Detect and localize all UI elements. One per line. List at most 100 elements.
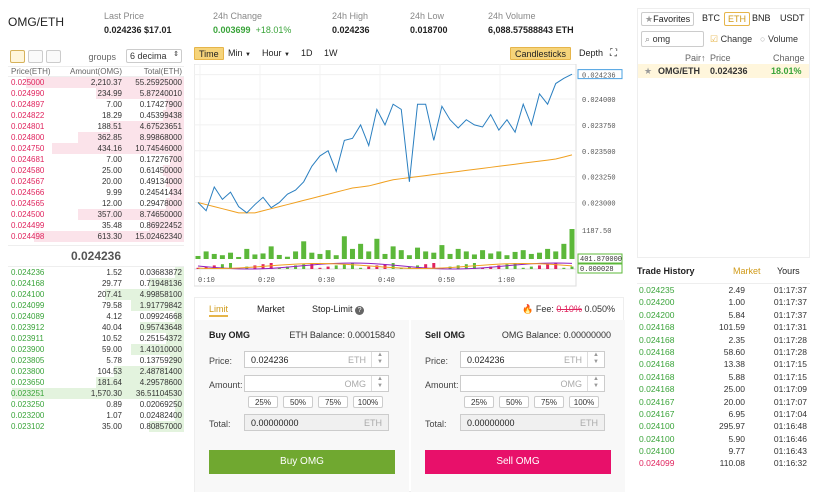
tab-time[interactable]: Time [194, 47, 224, 60]
row-total: 0.17276700 [139, 155, 182, 164]
orderbook-row[interactable]: 0.024499 35.48 0.86922452 [8, 220, 184, 231]
orderbook-row[interactable]: 0.024500 357.00 8.74650000 [8, 209, 184, 220]
row-total: 0.03683872 [139, 268, 182, 277]
book-bids-icon[interactable] [28, 50, 43, 63]
orderbook-row[interactable]: 0.024580 25.00 0.61450000 [8, 165, 184, 176]
tab-usdt[interactable]: USDT [780, 13, 805, 23]
buy-pct-100[interactable]: 100% [353, 396, 383, 408]
history-price: 0.024168 [639, 322, 675, 333]
orderbook-row[interactable]: 0.024236 1.52 0.03683872 [8, 267, 184, 278]
trade-history: Trade History Market Yours 0.024235 2.49 0… [637, 264, 810, 492]
book-asks-icon[interactable] [46, 50, 61, 63]
sell-total-input[interactable]: 0.00000000 ETH [460, 414, 605, 431]
candlesticks-button[interactable]: Candlesticks [510, 47, 572, 60]
buy-pct-75[interactable]: 75% [318, 396, 348, 408]
flame-icon: 🔥 [522, 304, 534, 314]
depth-button[interactable]: Depth [579, 48, 604, 58]
sell-pct-50[interactable]: 50% [499, 396, 529, 408]
tab-1w[interactable]: 1W [324, 48, 338, 58]
chart-plot[interactable]: 0.024236 0.024000 0.023750 0.023500 0.023250… [194, 64, 624, 290]
buy-pct-50[interactable]: 50% [283, 396, 313, 408]
tab-eth[interactable]: ETH [724, 12, 750, 26]
orderbook-row[interactable]: 0.024566 9.99 0.24541434 [8, 187, 184, 198]
orderbook-row[interactable]: 0.024801 188.51 4.67523651 [8, 121, 184, 132]
orderbook-row[interactable]: 0.024099 79.58 1.91779842 [8, 300, 184, 311]
sell-pct-25[interactable]: 25% [464, 396, 494, 408]
macd-bar [302, 264, 306, 269]
row-amount: 25.00 [101, 166, 122, 175]
market-search[interactable]: ⌕ omg [641, 31, 704, 47]
history-amount: 5.90 [728, 433, 745, 444]
col-price[interactable]: Price [710, 53, 731, 63]
buy-price-input[interactable]: 0.024236 ETH ▲ ▼ [244, 351, 389, 368]
orderbook-row[interactable]: 0.024565 12.00 0.29478000 [8, 198, 184, 209]
market-row[interactable]: ★ OMG/ETH 0.024236 18.01% [638, 64, 809, 78]
volume-bar [309, 252, 315, 259]
col-pair[interactable]: Pair↑ [685, 53, 706, 63]
sell-pct-100[interactable]: 100% [569, 396, 599, 408]
orderbook-row[interactable]: 0.024750 434.16 10.74546000 [8, 143, 184, 154]
buy-amount-input[interactable]: OMG ▲ ▼ [244, 375, 389, 392]
history-amount: 2.49 [728, 285, 745, 295]
tab-market[interactable]: Market [257, 304, 285, 314]
fullscreen-icon[interactable]: ⛶ [610, 48, 617, 59]
history-row: 0.024168 101.59 01:17:31 [637, 321, 810, 333]
orderbook-row[interactable]: 0.024498 613.30 15.02462340 [8, 231, 184, 242]
fee-new: 0.050% [584, 304, 615, 314]
history-title: Trade History [637, 266, 695, 276]
tab-limit[interactable]: Limit [209, 302, 229, 317]
sell-price-input[interactable]: 0.024236 ETH ▲ ▼ [460, 351, 605, 368]
orderbook-row[interactable]: 0.024089 4.12 0.09924668 [8, 311, 184, 322]
depth-bar [96, 377, 184, 388]
orderbook-last-price[interactable]: 0.024236 [8, 245, 184, 267]
tab-btc[interactable]: BTC [702, 13, 720, 23]
favorites-tab[interactable]: ★Favorites [641, 12, 695, 26]
orderbook-row[interactable]: 0.023900 59.00 1.41010000 [8, 344, 184, 355]
orderbook-row[interactable]: 0.023200 1.07 0.02482400 [8, 410, 184, 421]
tab-1d[interactable]: 1D [301, 48, 313, 58]
change-radio[interactable]: ☑ Change [710, 34, 753, 44]
sell-pct-75[interactable]: 75% [534, 396, 564, 408]
tab-bnb[interactable]: BNB [752, 13, 771, 23]
history-amount: 2.35 [728, 334, 745, 345]
book-both-icon[interactable] [10, 50, 25, 63]
tab-your-history[interactable]: Yours [777, 266, 800, 276]
orderbook-row[interactable]: 0.023650 181.64 4.29578600 [8, 377, 184, 388]
orderbook-row[interactable]: 0.023911 10.52 0.25154372 [8, 333, 184, 344]
tab-market-history[interactable]: Market [733, 266, 761, 276]
col-change[interactable]: Change [773, 53, 805, 63]
row-price: 0.024681 [11, 155, 45, 164]
orderbook-row[interactable]: 0.023102 35.00 0.80857000 [8, 421, 184, 432]
orderbook-row[interactable]: 0.023251 1,570.30 36.51104530 [8, 388, 184, 399]
orderbook-row[interactable]: 0.025000 2,210.37 55.25925000 [8, 77, 184, 88]
star-icon[interactable]: ★ [644, 66, 653, 76]
tab-min[interactable]: Min ▼ [228, 48, 251, 58]
tab-hour[interactable]: Hour ▼ [262, 48, 290, 58]
buy-button[interactable]: Buy OMG [209, 450, 395, 474]
orderbook-row[interactable]: 0.023912 40.04 0.95743648 [8, 322, 184, 333]
macd-bar [294, 265, 298, 269]
history-time: 01:17:09 [773, 384, 807, 395]
buy-total-input[interactable]: 0.00000000 ETH [244, 414, 389, 431]
orderbook-row[interactable]: 0.024800 362.85 8.99868000 [8, 132, 184, 143]
row-amount: 1.52 [106, 268, 122, 277]
buy-pct-25[interactable]: 25% [248, 396, 278, 408]
orderbook-row[interactable]: 0.023805 5.78 0.13759290 [8, 355, 184, 366]
search-input[interactable]: omg [652, 34, 671, 44]
decimals-select[interactable]: 6 decima ⇕ [126, 49, 182, 63]
history-time: 01:17:15 [773, 371, 807, 382]
orderbook-row[interactable]: 0.024681 7.00 0.17276700 [8, 154, 184, 165]
orderbook-row[interactable]: 0.024100 207.41 4.99858100 [8, 289, 184, 300]
orderbook-row[interactable]: 0.024990 234.99 5.87240010 [8, 88, 184, 99]
sell-amount-input[interactable]: OMG ▲ ▼ [460, 375, 605, 392]
orderbook-row[interactable]: 0.024168 29.77 0.71948136 [8, 278, 184, 289]
orderbook-row[interactable]: 0.023800 104.53 2.48781400 [8, 366, 184, 377]
orderbook-row[interactable]: 0.024567 20.00 0.49134000 [8, 176, 184, 187]
orderbook-row[interactable]: 0.024897 7.00 0.17427900 [8, 99, 184, 110]
orderbook-row[interactable]: 0.023250 0.89 0.02069250 [8, 399, 184, 410]
row-amount: 59.00 [101, 345, 122, 354]
volume-radio[interactable]: ○ Volume [760, 34, 798, 44]
orderbook-row[interactable]: 0.024822 18.29 0.45399438 [8, 110, 184, 121]
sell-button[interactable]: Sell OMG [425, 450, 611, 474]
tab-stop-limit[interactable]: Stop-Limit ? [312, 302, 365, 317]
